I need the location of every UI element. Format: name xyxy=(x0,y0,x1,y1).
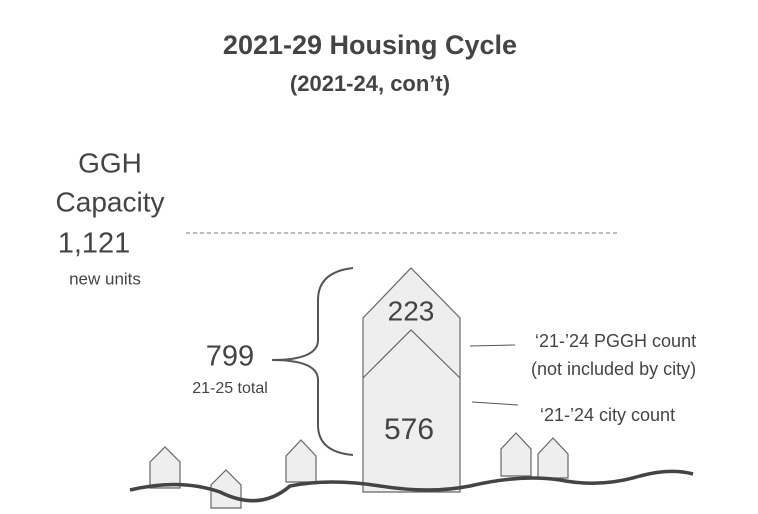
capacity-label: Capacity xyxy=(56,186,165,217)
segment-divider xyxy=(362,329,461,379)
leader-line xyxy=(469,344,516,347)
capacity-label: GGH xyxy=(78,147,142,178)
segment-label: ‘21-’24 PGGH count xyxy=(535,331,696,351)
big-house xyxy=(362,267,461,493)
segment-value: 223 xyxy=(388,295,435,326)
small-house xyxy=(149,446,181,489)
capacity-unit: new units xyxy=(69,269,141,288)
small-house xyxy=(537,437,569,479)
small-house xyxy=(285,439,317,483)
total-label: 21-25 total xyxy=(192,380,268,397)
title: 2021-29 Housing Cycle xyxy=(223,30,517,60)
ground xyxy=(129,469,694,503)
segment-label: ‘21-’24 city count xyxy=(540,405,675,425)
leader-line xyxy=(471,401,519,406)
total-value: 799 xyxy=(206,341,254,373)
capacity-value: 1,121 xyxy=(58,228,131,260)
segment-value: 576 xyxy=(384,413,434,446)
subtitle: (2021-24, con’t) xyxy=(290,71,450,96)
small-house xyxy=(500,432,532,477)
brace xyxy=(271,267,354,456)
segment-label: (not included by city) xyxy=(531,359,696,379)
